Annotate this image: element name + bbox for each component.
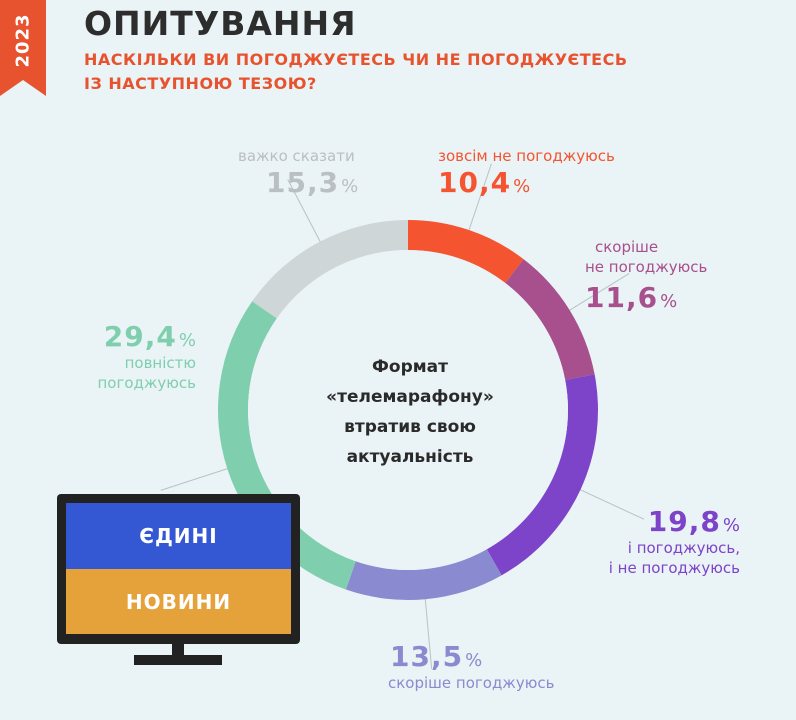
tv-top-band: ЄДИНІ — [66, 503, 291, 569]
label-rather-disagree-value: 11,6 — [585, 281, 659, 314]
tv-bottom-band: НОВИНИ — [66, 569, 291, 634]
year-ribbon: 2023 — [0, 0, 46, 96]
center-line-3: втратив свою — [344, 417, 476, 437]
donut-slice-rather-disagree — [505, 259, 595, 381]
center-line-1: Формат — [372, 357, 448, 377]
chart-center-statement: Формат «телемарафону» втратив свою актуа… — [300, 352, 520, 472]
label-rather-agree-value: 13,5 — [390, 640, 464, 673]
label-rather-agree: 13,5% скоріше погоджуюсь — [388, 640, 555, 692]
donut-slice-rather-agree — [345, 549, 502, 600]
ribbon-shape — [0, 0, 46, 96]
donut-slice-hard-to-say — [252, 220, 408, 319]
label-neutral: 19,8% і погоджуюсь, і не погоджуюсь — [590, 505, 740, 578]
subtitle-line-2: ІЗ НАСТУПНОЮ ТЕЗОЮ? — [84, 74, 317, 93]
tv-stand-foot — [134, 655, 222, 665]
label-neutral-line1: і погоджуюсь, — [627, 539, 740, 557]
tv-stand-neck — [172, 644, 184, 656]
label-fully-agree-line1: повністю — [124, 354, 196, 372]
label-fully-agree-value: 29,4 — [103, 320, 177, 353]
label-hard-to-say-text: важко сказати — [238, 147, 355, 165]
label-hard-to-say-value: 15,3 — [266, 166, 340, 199]
label-fully-agree-line2: погоджуюсь — [97, 374, 196, 392]
donut-slice-strongly-disagree — [408, 220, 524, 283]
label-neutral-value: 19,8 — [647, 505, 721, 538]
label-rather-disagree-line2: не погоджуюсь — [585, 258, 708, 276]
label-rather-disagree-line1: скоріше — [595, 238, 659, 256]
label-fully-agree: 29,4% повністю погоджуюсь — [72, 320, 196, 393]
center-line-2: «телемарафону» — [326, 387, 494, 407]
label-rather-disagree: скоріше не погоджуюсь 11,6% — [585, 238, 708, 314]
page-title: ОПИТУВАННЯ — [84, 4, 357, 43]
label-strongly-disagree-text: зовсім не погоджуюсь — [438, 147, 615, 165]
label-neutral-line2: і не погоджуюсь — [608, 559, 740, 577]
label-strongly-disagree: зовсім не погоджуюсь 10,4% — [438, 147, 615, 199]
label-rather-agree-text: скоріше погоджуюсь — [388, 674, 555, 692]
subtitle-line-1: НАСКІЛЬКИ ВИ ПОГОДЖУЄТЕСЬ ЧИ НЕ ПОГОДЖУЄ… — [84, 50, 628, 69]
label-strongly-disagree-value: 10,4 — [438, 166, 512, 199]
donut-hole — [248, 250, 568, 570]
question-subtitle: НАСКІЛЬКИ ВИ ПОГОДЖУЄТЕСЬ ЧИ НЕ ПОГОДЖУЄ… — [84, 48, 628, 96]
donut-slice-neutral — [486, 374, 598, 576]
label-hard-to-say: важко сказати 15,3% — [238, 147, 359, 199]
center-line-4: актуальність — [346, 447, 474, 467]
